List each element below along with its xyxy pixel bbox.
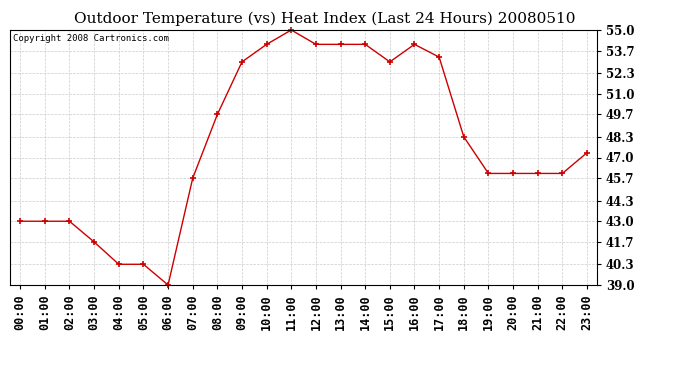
Text: Outdoor Temperature (vs) Heat Index (Last 24 Hours) 20080510: Outdoor Temperature (vs) Heat Index (Las… (74, 11, 575, 26)
Text: Copyright 2008 Cartronics.com: Copyright 2008 Cartronics.com (13, 34, 169, 43)
